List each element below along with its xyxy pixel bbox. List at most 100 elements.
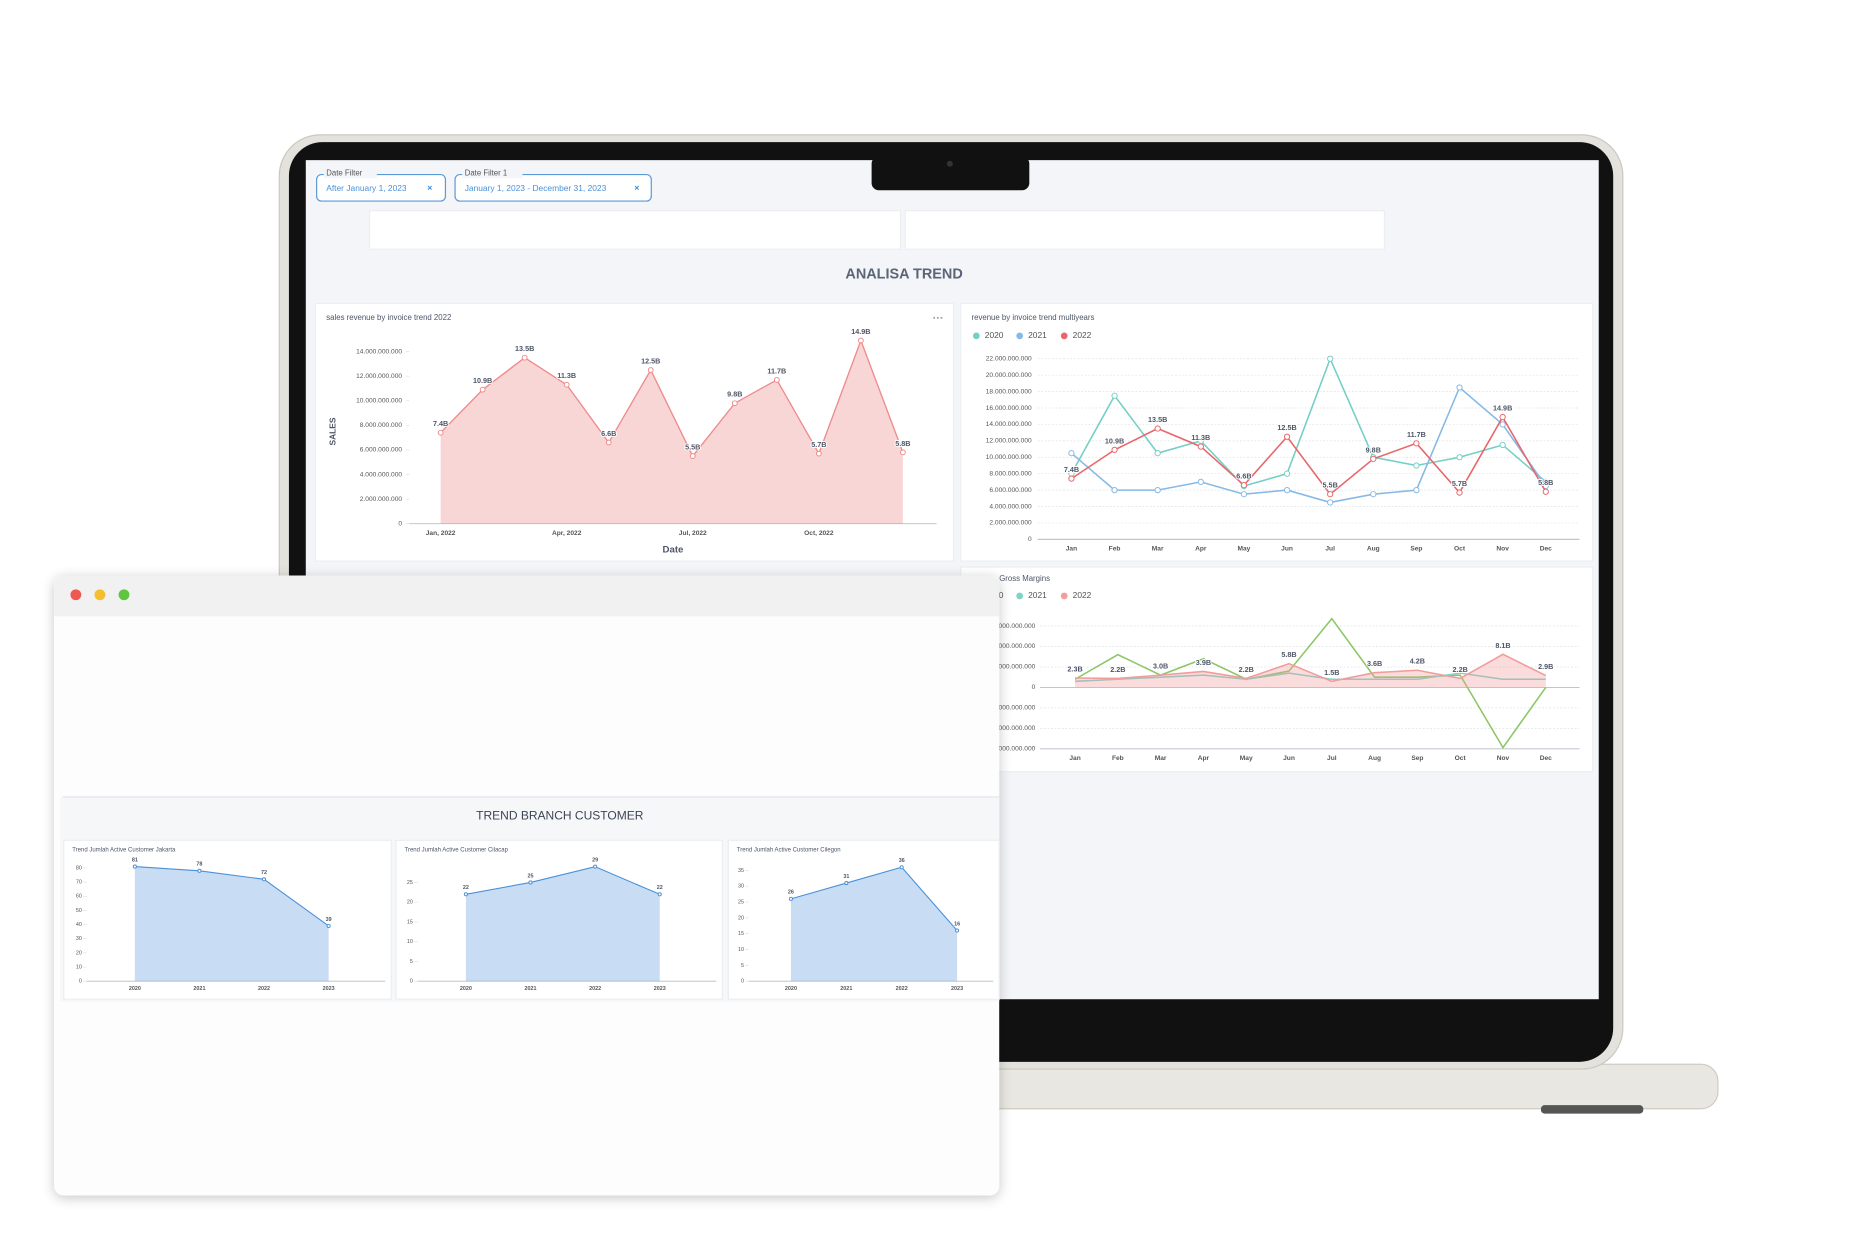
data-label: 11.3B <box>1191 433 1210 442</box>
data-label: 6.6B <box>601 429 616 438</box>
y-tick-label: 5 <box>741 963 744 969</box>
data-label: 7.4B <box>1064 465 1079 474</box>
x-tick-label: Jul <box>1325 546 1335 553</box>
filter-label: Date Filter 1 <box>465 168 508 177</box>
y-tick-label: 35 <box>738 868 744 874</box>
laptop-foot <box>1540 1105 1644 1114</box>
x-tick-label: Dec <box>1540 546 1552 553</box>
x-tick-label: May <box>1237 546 1250 553</box>
legend-marker <box>1060 332 1068 340</box>
area <box>440 340 903 524</box>
point <box>1499 421 1506 428</box>
x-tick-label: 2020 <box>785 986 797 992</box>
filter-remove[interactable] <box>427 185 432 191</box>
point <box>1068 475 1075 482</box>
point <box>1413 440 1420 447</box>
card <box>727 839 1000 1000</box>
y-tick-label: 15 <box>407 919 413 925</box>
data-label: 5.8B <box>895 439 910 448</box>
x-tick-label: 2021 <box>524 986 536 992</box>
point <box>1283 486 1291 494</box>
point <box>1068 450 1075 457</box>
x-tick-label: Jan, 2022 <box>426 530 456 537</box>
card <box>368 210 902 250</box>
data-label: 78 <box>196 862 202 868</box>
y-tick-label: 70 <box>76 880 82 886</box>
minimize-button[interactable] <box>94 589 106 601</box>
y-tick-label: 0 <box>410 979 413 985</box>
line <box>465 866 660 895</box>
x-tick-label: May <box>1240 755 1253 762</box>
line <box>1074 617 1547 750</box>
chart-title: Gross Margins <box>999 574 1050 583</box>
card <box>63 839 392 1000</box>
data-label: 14.9B <box>1493 404 1512 413</box>
title-bar <box>54 575 1000 617</box>
close-button[interactable] <box>70 589 82 601</box>
y-tick-label: 10.000.000.000 <box>356 397 402 404</box>
filter-value[interactable]: January 1, 2023 - December 31, 2023 <box>465 183 607 193</box>
x-tick-label: 2022 <box>896 986 908 992</box>
y-tick-label: 80 <box>76 865 82 871</box>
area <box>134 866 329 982</box>
point <box>197 868 202 873</box>
filter-chip[interactable] <box>454 173 652 202</box>
chart-title: Trend Jumlah Active Customer Jakarta <box>72 848 176 854</box>
card <box>314 302 955 562</box>
data-label: 6.6B <box>1236 472 1251 481</box>
y-tick-label: 14.000.000.000 <box>986 421 1032 428</box>
menu-dot[interactable] <box>936 316 939 319</box>
chart: revenue by invoice trend multiyears 0 2.00… <box>972 313 1580 553</box>
point <box>1499 441 1506 449</box>
filter-chip[interactable] <box>316 173 447 202</box>
x-tick-label: Nov <box>1497 755 1510 762</box>
data-label: 9.8B <box>727 390 742 399</box>
filter-remove[interactable] <box>634 185 640 191</box>
chart: Trend Jumlah Active Customer Cilacap 0 5 10… <box>405 848 717 992</box>
y-tick-label: 10 <box>76 964 82 970</box>
y-tick-label: -15.000.000.000 <box>987 746 1035 753</box>
point <box>788 896 793 901</box>
data-label: 11.7B <box>1407 430 1426 439</box>
x-tick-label: Jan <box>1066 546 1077 553</box>
data-label: 2.2B <box>1239 665 1254 674</box>
x-tick-label: Oct <box>1455 755 1467 762</box>
x-tick-label: Apr <box>1198 755 1210 762</box>
chart-title: sales revenue by invoice trend 2022 <box>326 313 451 322</box>
point <box>1111 486 1118 494</box>
legend-label: 2021 <box>1028 590 1047 600</box>
y-axis-label: SALES <box>328 417 338 445</box>
chart-title: revenue by invoice trend multiyears <box>972 313 1095 322</box>
data-label: 22 <box>657 885 663 891</box>
y-tick-label: 10 <box>407 939 413 945</box>
point <box>1499 413 1506 421</box>
data-label: 12.5B <box>1277 423 1296 432</box>
data-label: 12.5B <box>641 356 660 365</box>
point <box>955 928 960 933</box>
point <box>1327 499 1334 506</box>
x-tick-label: Jul <box>1327 755 1337 762</box>
legend-marker <box>1016 332 1024 340</box>
filter-value[interactable]: After January 1, 2023 <box>326 183 407 193</box>
data-label: 5.7B <box>811 440 826 449</box>
y-tick-label: 12.000.000.000 <box>356 373 402 380</box>
area <box>1075 654 1546 688</box>
data-label: 13.5B <box>1148 415 1167 424</box>
point <box>1240 491 1248 498</box>
y-tick-label: 0 <box>1032 684 1036 691</box>
x-tick-label: Mar <box>1152 546 1164 553</box>
maximize-button[interactable] <box>118 589 130 601</box>
point <box>262 877 267 882</box>
data-label: 5.8B <box>1538 478 1553 487</box>
menu-dot[interactable] <box>940 316 943 319</box>
data-label: 14.9B <box>851 327 870 336</box>
point <box>1456 384 1463 391</box>
menu-dot[interactable] <box>933 316 936 319</box>
chart-title: Trend Jumlah Active Customer Cilacap <box>405 848 509 854</box>
data-label: 5.5B <box>685 443 700 452</box>
point <box>844 881 849 886</box>
point <box>857 337 864 344</box>
chart: Trend Jumlah Active Customer Jakarta 0 10 2… <box>72 848 386 992</box>
data-label: 4.2B <box>1410 657 1425 666</box>
